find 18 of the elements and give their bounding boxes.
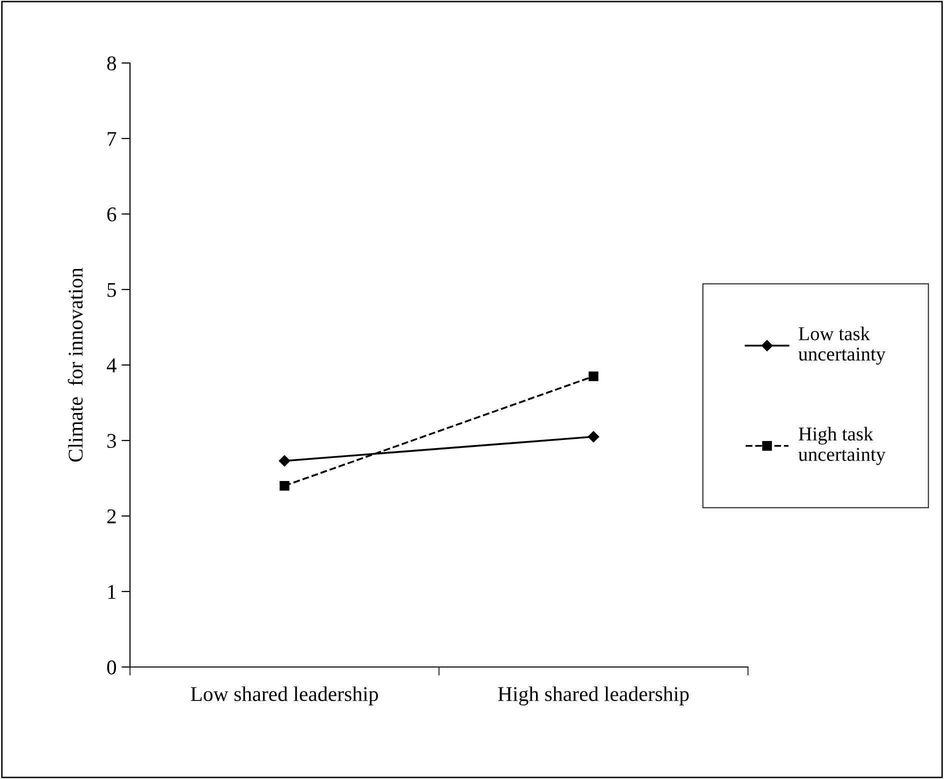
- y-tick-label: 3: [107, 434, 116, 448]
- y-tick-label: 6: [107, 207, 116, 222]
- point: [588, 431, 600, 442]
- y-axis-title: Climate for innovation: [68, 268, 83, 462]
- x-tick-label: Low shared leadership: [190, 686, 378, 706]
- y-tick-label: 1: [108, 584, 116, 599]
- y-tick-label: 2: [107, 509, 116, 524]
- legend-label: Low task uncertainty: [798, 326, 886, 365]
- y-tick-label: 8: [107, 56, 116, 70]
- point: [280, 480, 290, 491]
- y-tick-label: 4: [106, 358, 116, 372]
- point: [278, 455, 290, 466]
- point: [588, 371, 598, 382]
- y-tick-label: 5: [108, 283, 116, 297]
- legend-label: High task uncertainty: [798, 426, 886, 465]
- y-tick-label: 7: [108, 132, 116, 146]
- x-tick-label: High shared leadership: [498, 686, 689, 706]
- y-tick-label: 0: [107, 660, 116, 674]
